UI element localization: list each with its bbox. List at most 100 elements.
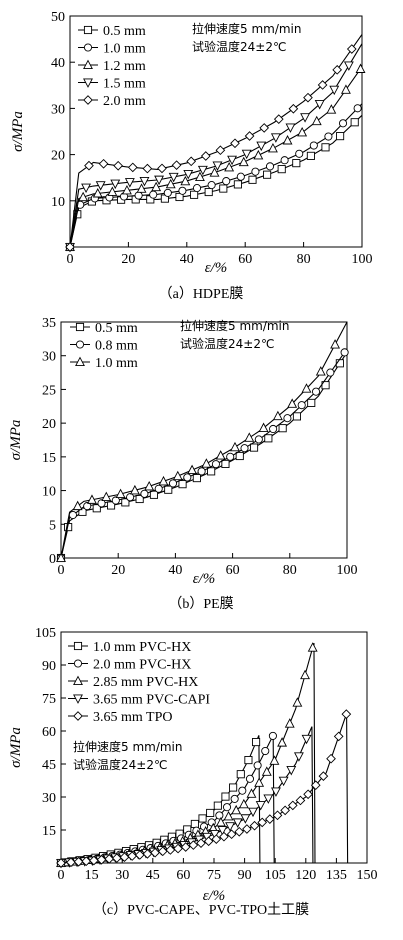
y-axis-label: σ/MPa <box>8 727 24 768</box>
data-point <box>238 156 249 167</box>
series-line <box>69 43 363 248</box>
data-point <box>256 141 267 152</box>
chart-note: 拉伸速度5 mm/min <box>73 739 183 754</box>
data-point <box>164 485 173 494</box>
data-point <box>190 819 199 828</box>
data-point <box>278 776 289 787</box>
data-point <box>269 424 278 434</box>
data-point <box>307 642 318 652</box>
data-point <box>261 766 272 776</box>
data-point <box>326 104 337 114</box>
legend-label: 2.85 mm PVC-HX <box>93 675 198 690</box>
data-point <box>249 820 260 831</box>
chart-note: 试验温度24±2℃ <box>73 757 167 772</box>
data-point <box>295 149 304 158</box>
data-point <box>251 167 260 176</box>
data-point <box>236 172 245 181</box>
legend-marker <box>73 659 83 668</box>
legend-marker <box>75 322 85 332</box>
plot-frame <box>69 15 363 248</box>
data-point <box>168 172 179 183</box>
data-point <box>230 138 240 149</box>
data-point <box>127 851 137 861</box>
data-point <box>201 458 212 468</box>
data-point <box>259 123 270 133</box>
legend-marker <box>83 95 93 105</box>
x-tick-label: 80 <box>297 252 311 267</box>
data-point <box>83 502 92 511</box>
legend: 0.5 mm 0.8 mm 1.0 mm <box>70 321 138 371</box>
data-point <box>211 834 222 844</box>
data-point <box>192 474 201 483</box>
x-tick-label: 15 <box>85 868 99 883</box>
data-point <box>178 186 187 195</box>
data-point <box>172 470 183 481</box>
data-point <box>309 141 318 150</box>
data-point <box>254 777 265 787</box>
data-point <box>238 786 247 795</box>
x-tick-label: 60 <box>176 868 190 883</box>
data-point <box>203 836 214 847</box>
data-point <box>219 831 229 842</box>
chart-note: 试验温度24±2℃ <box>192 39 286 54</box>
y-tick-label: 45 <box>42 758 56 773</box>
y-tick-label: 40 <box>51 56 65 71</box>
data-point <box>157 163 167 174</box>
series-2 <box>65 103 363 252</box>
data-point <box>293 752 304 762</box>
data-point <box>341 709 352 719</box>
data-point <box>265 162 275 171</box>
x-tick-label: 150 <box>357 868 378 883</box>
data-point <box>215 816 226 827</box>
data-point <box>101 491 112 502</box>
data-point <box>263 170 272 179</box>
series-1 <box>56 352 348 563</box>
data-point <box>73 856 84 867</box>
data-point <box>248 807 258 818</box>
data-point <box>192 184 202 193</box>
data-point <box>269 755 280 765</box>
data-point <box>56 552 66 563</box>
data-point <box>113 160 124 171</box>
data-point <box>139 176 150 187</box>
data-point <box>315 366 326 376</box>
data-point <box>190 190 199 199</box>
data-point <box>280 156 289 165</box>
data-point <box>134 850 145 860</box>
legend-label: 1.2 mm <box>103 59 146 74</box>
data-point <box>287 800 298 811</box>
data-point <box>225 822 236 832</box>
x-axis-label: ε/% <box>193 571 216 587</box>
data-point <box>311 387 321 396</box>
data-point <box>206 808 215 817</box>
legend-marker <box>83 25 93 35</box>
y-tick-label: 35 <box>42 316 56 331</box>
x-tick-label: 45 <box>146 868 160 883</box>
data-point <box>240 444 249 453</box>
plot-frame <box>60 321 348 559</box>
data-point <box>265 814 275 824</box>
data-point <box>277 737 288 747</box>
data-point <box>87 494 97 504</box>
y-tick-label: 10 <box>42 485 56 500</box>
data-point <box>204 187 213 197</box>
y-tick-label: 50 <box>51 10 65 25</box>
data-point <box>287 398 298 408</box>
panel-caption: （c）PVC-CAPE、PVC-TPO土工膜 <box>93 902 309 918</box>
x-tick-label: 20 <box>121 252 135 267</box>
x-axis-label: ε/% <box>205 260 228 276</box>
data-point <box>253 761 262 770</box>
data-point <box>277 165 286 174</box>
data-point <box>232 818 243 828</box>
data-point <box>127 162 138 173</box>
data-point <box>211 460 220 469</box>
data-point <box>355 63 366 73</box>
data-point <box>129 484 140 495</box>
legend-label: 3.65 mm PVC-CAPI <box>93 693 210 708</box>
data-point <box>107 186 118 196</box>
data-point <box>241 149 252 160</box>
data-point <box>197 165 208 176</box>
legend-label: 0.5 mm <box>103 24 146 39</box>
data-point <box>165 845 176 855</box>
